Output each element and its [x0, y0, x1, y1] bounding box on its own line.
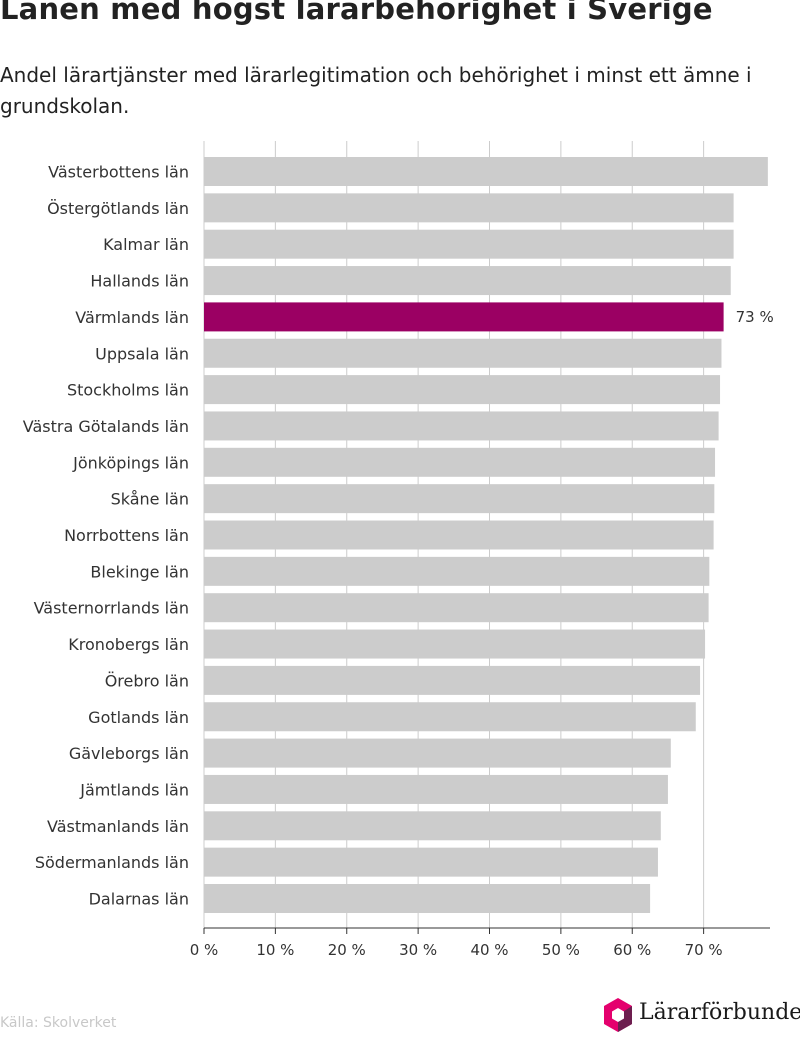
x-tick-label: 30 %: [399, 941, 437, 959]
category-label: Västerbottens län: [48, 163, 189, 182]
x-tick-label: 50 %: [542, 941, 580, 959]
category-label: Jämtlands län: [79, 780, 189, 799]
x-axis: 0 % 10 % 20 % 30 % 40 % 50 % 60 % 70 %: [190, 927, 770, 959]
category-label: Västernorrlands län: [34, 599, 189, 618]
bar: [204, 447, 716, 477]
bar: [204, 157, 768, 186]
category-label: Södermanlands län: [35, 853, 189, 872]
chart-title: Länen med högst lärarbehörighet i Sverig…: [0, 0, 713, 26]
category-label: Skåne län: [111, 490, 189, 509]
bar: [204, 338, 722, 368]
category-label: Stockholms län: [67, 381, 189, 400]
bar: [204, 411, 719, 441]
bar: [204, 774, 668, 804]
bar: [204, 702, 696, 732]
category-label: Kalmar län: [103, 235, 189, 254]
category-labels: Västerbottens län Östergötlands län Kalmar…: [23, 163, 189, 909]
category-label: Dalarnas län: [89, 890, 189, 909]
x-tick-label: 0 %: [190, 941, 219, 959]
bar: [204, 556, 710, 586]
bar: [204, 847, 658, 877]
category-label: Jönköpings län: [72, 453, 189, 472]
category-label: Västmanlands län: [47, 817, 189, 836]
bars: [204, 157, 768, 913]
category-label: Östergötlands län: [47, 199, 189, 218]
category-label: Kronobergs län: [68, 635, 189, 654]
category-label: Värmlands län: [75, 308, 189, 327]
bar: [204, 229, 734, 259]
bar-chart: Västerbottens län Östergötlands län Kalmar…: [23, 141, 774, 959]
category-label: Västra Götalands län: [23, 417, 189, 436]
x-tick-label: 60 %: [613, 941, 651, 959]
bar: [204, 302, 724, 332]
x-tick-label: 20 %: [328, 941, 366, 959]
data-label: 73 %: [736, 308, 774, 326]
category-label: Örebro län: [105, 671, 189, 690]
bar: [204, 593, 709, 623]
bar: [204, 738, 671, 768]
x-tick-label: 70 %: [685, 941, 723, 959]
annotations: 73 %: [736, 308, 774, 326]
bar: [204, 811, 661, 841]
chart-subtitle: Andel lärartjänster med lärarlegitimatio…: [0, 63, 752, 118]
bar: [204, 266, 731, 296]
category-label: Hallands län: [90, 272, 189, 291]
source-note: Källa: Skolverket: [0, 1015, 117, 1031]
bar: [204, 520, 714, 550]
bar: [204, 193, 734, 223]
x-tick-label: 10 %: [256, 941, 294, 959]
category-label: Gotlands län: [88, 708, 189, 727]
category-label: Uppsala län: [95, 344, 189, 363]
category-label: Blekinge län: [90, 562, 189, 581]
bar: [204, 884, 651, 913]
x-tick-label: 40 %: [470, 941, 508, 959]
category-label: Gävleborgs län: [69, 744, 189, 763]
bar: [204, 375, 721, 405]
logo-text: Lärarförbundet: [639, 1000, 800, 1025]
hexagon-logo-icon: [604, 998, 632, 1032]
bar: [204, 629, 706, 659]
category-label: Norrbottens län: [64, 526, 189, 545]
bar: [204, 484, 715, 514]
bar: [204, 665, 701, 695]
